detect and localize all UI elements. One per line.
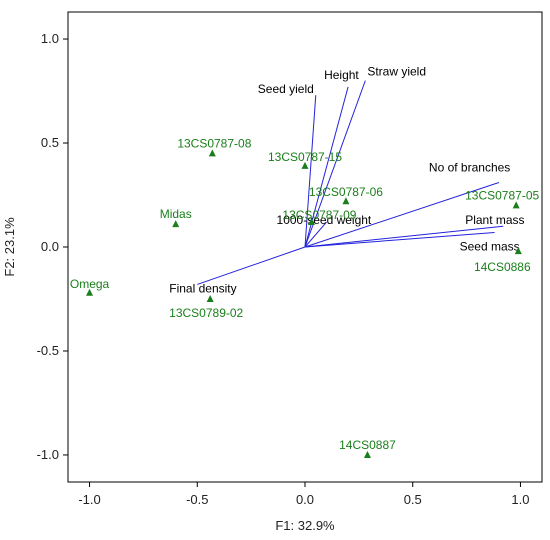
observation-point xyxy=(363,450,371,458)
variable-vector xyxy=(304,221,327,248)
observation-point xyxy=(342,197,350,205)
variable-vector xyxy=(304,182,500,248)
y-tick-label: 0.0 xyxy=(41,239,59,254)
x-tick-label: -1.0 xyxy=(78,492,100,507)
variable-label: Seed yield xyxy=(258,82,314,96)
x-axis-ticks: -1.0 -0.5 0.0 0.5 1.0 xyxy=(78,482,529,507)
y-tick-label: -1.0 xyxy=(37,447,59,462)
variable-label: Seed mass xyxy=(460,239,520,253)
observation-point xyxy=(512,201,520,209)
variable-label: 1000-seed weight xyxy=(277,213,372,227)
y-tick-label: 1.0 xyxy=(41,31,59,46)
observation-label: 13CS0789-02 xyxy=(169,306,243,320)
x-axis-title: F1: 32.9% xyxy=(275,518,335,533)
observation-label: 13CS0787-15 xyxy=(268,150,342,164)
x-tick-label: 0.0 xyxy=(296,492,314,507)
variable-labels: Seed yield Height Straw yield No of branche… xyxy=(169,65,524,296)
observation-label: Omega xyxy=(70,277,110,291)
observation-point xyxy=(307,218,315,226)
observation-label: 13CS0787-06 xyxy=(309,185,383,199)
observation-label: 14CS0886 xyxy=(474,260,531,274)
variable-vectors xyxy=(197,80,504,285)
variable-label: Height xyxy=(324,68,359,82)
x-tick-label: -0.5 xyxy=(186,492,208,507)
variable-label: Plant mass xyxy=(465,213,524,227)
y-axis-title: F2: 23.1% xyxy=(2,217,17,277)
observation-point xyxy=(301,161,309,169)
observation-points xyxy=(86,149,522,458)
variable-label: Final density xyxy=(169,281,236,295)
observation-label: 13CS0787-09 xyxy=(282,208,356,222)
observation-point xyxy=(86,288,94,296)
variable-label: Straw yield xyxy=(367,65,426,79)
y-tick-label: 0.5 xyxy=(41,135,59,150)
observation-point xyxy=(172,220,180,228)
variable-vector xyxy=(304,231,495,248)
y-axis-ticks: 1.0 0.5 0.0 -0.5 -1.0 xyxy=(37,31,68,462)
observation-point xyxy=(208,149,216,157)
observation-labels: 13CS0787-08 13CS0787-15 13CS0787-06 13CS078… xyxy=(70,136,540,452)
observation-label: 13CS0787-05 xyxy=(465,188,539,202)
x-tick-label: 0.5 xyxy=(404,492,422,507)
observation-point xyxy=(206,294,214,302)
variable-vector xyxy=(197,246,306,285)
x-tick-label: 1.0 xyxy=(511,492,529,507)
observation-label: 14CS0887 xyxy=(339,438,396,452)
variable-vector xyxy=(304,225,504,248)
observation-point xyxy=(514,247,522,255)
observation-label: Midas xyxy=(160,207,192,221)
variable-vector xyxy=(304,80,366,248)
variable-label: No of branches xyxy=(429,161,510,175)
observation-label: 13CS0787-08 xyxy=(177,136,251,150)
y-tick-label: -0.5 xyxy=(37,343,59,358)
variable-vector xyxy=(304,95,317,248)
